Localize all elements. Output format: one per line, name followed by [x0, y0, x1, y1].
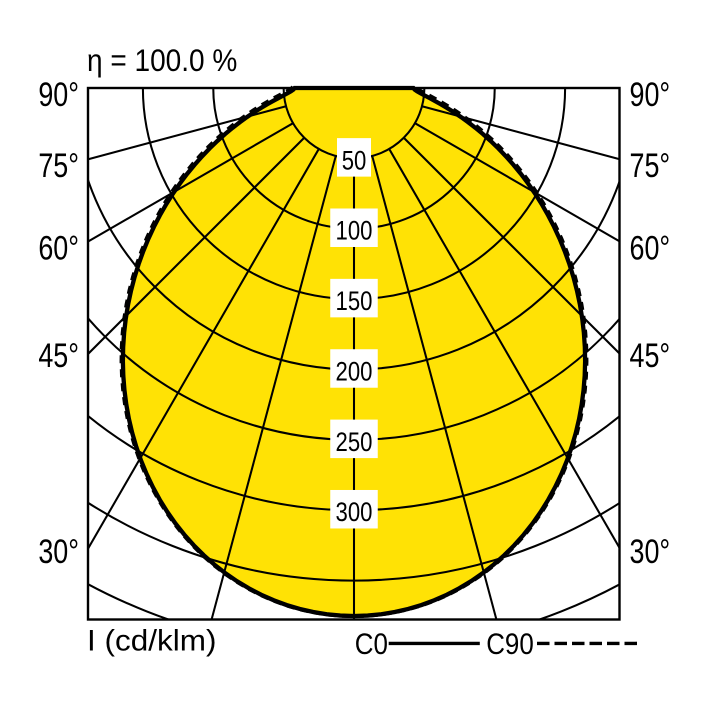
- svg-text:C0: C0: [355, 627, 388, 660]
- svg-text:60°: 60°: [38, 228, 79, 267]
- svg-text:75°: 75°: [630, 146, 671, 185]
- svg-text:60°: 60°: [630, 228, 671, 267]
- svg-text:45°: 45°: [38, 336, 79, 375]
- svg-text:45°: 45°: [630, 336, 671, 375]
- svg-text:90°: 90°: [38, 75, 79, 114]
- svg-text:200: 200: [336, 357, 373, 387]
- svg-text:50: 50: [342, 146, 367, 176]
- svg-text:30°: 30°: [38, 532, 79, 571]
- svg-text:C90: C90: [486, 627, 534, 660]
- svg-text:100: 100: [336, 217, 373, 247]
- svg-text:250: 250: [336, 428, 373, 458]
- svg-text:η = 100.0 %: η = 100.0 %: [87, 44, 237, 79]
- svg-text:300: 300: [336, 498, 373, 528]
- svg-text:I (cd/klm): I (cd/klm): [87, 623, 216, 657]
- svg-text:90°: 90°: [630, 75, 671, 114]
- svg-text:30°: 30°: [630, 532, 671, 571]
- svg-text:150: 150: [336, 287, 373, 317]
- svg-text:75°: 75°: [38, 146, 79, 185]
